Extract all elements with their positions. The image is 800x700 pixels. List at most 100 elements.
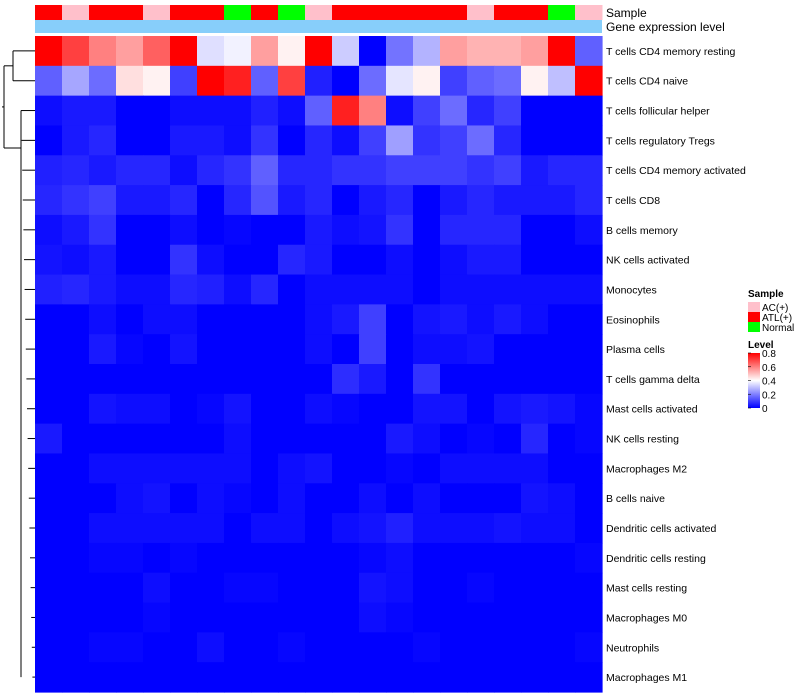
row-label: Mast cells resting [606,583,687,595]
heatmap-cell [359,65,387,97]
heatmap-cell [386,244,414,276]
heatmap-cell [224,423,252,455]
heatmap-cell [224,36,252,67]
heatmap-cell [467,65,495,97]
sample-annotation-cell [35,5,63,20]
heatmap-cell [224,513,252,544]
row-label: Eosinophils [606,314,660,326]
heatmap-cell [575,36,603,67]
heatmap-cell [440,662,468,693]
heatmap-cell [89,662,117,693]
legend: Sample AC(+)ATL(+)Normal Level 0.8 0.6 0.4… [748,289,794,415]
heatmap-cell [278,334,306,365]
heatmap-cell [548,95,576,127]
heatmap-cell [332,542,360,574]
heatmap-cell [467,214,495,246]
heatmap-cell [413,36,441,67]
heatmap-cell [251,36,279,67]
heatmap-cell [521,393,549,425]
heatmap-cell [359,483,387,514]
sample-annotation-cell [548,5,576,20]
heatmap-cell [62,95,90,127]
heatmap-cell [359,453,387,484]
row-label: Neutrophils [606,642,659,654]
heatmap-cell [305,125,333,156]
heatmap-cell [197,304,225,335]
gene-expression-annotation-bar [35,20,602,33]
heatmap-cell [278,364,306,395]
heatmap-cell [89,155,117,186]
heatmap-cell [197,244,225,276]
heatmap-cell [440,185,468,216]
heatmap-cell [197,125,225,156]
heatmap-cell [494,602,522,633]
heatmap-cell [305,65,333,97]
heatmap-cell [197,483,225,514]
heatmap-cell [332,185,360,216]
row-label: NK cells activated [606,255,690,267]
heatmap-cell [170,542,198,574]
row-label: Macrophages M2 [606,463,687,475]
heatmap-cell [521,453,549,484]
heatmap-cell [305,274,333,305]
heatmap-cell [197,602,225,633]
sample-annotation-cell [440,5,468,20]
heatmap-cell [143,334,171,365]
sample-annotation-label: Sample [606,6,647,20]
heatmap-cell [89,513,117,544]
heatmap-cell [521,214,549,246]
heatmap-cell [521,95,549,127]
heatmap-cell [170,95,198,127]
heatmap-cell [413,483,441,514]
heatmap-cell [35,423,63,455]
heatmap-cell [35,453,63,484]
heatmap-cell [116,185,144,216]
heatmap-cell [62,334,90,365]
heatmap-cell [116,453,144,484]
heatmap-cell [575,244,603,276]
heatmap-cell [359,334,387,365]
heatmap-cell [386,423,414,455]
level-tick-label: 0.8 [762,349,776,360]
heatmap-cell [575,364,603,395]
level-tick-label: 0.2 [762,390,776,401]
heatmap-cell [359,185,387,216]
heatmap-cell [494,36,522,67]
heatmap-cell [332,214,360,246]
heatmap-cell [278,244,306,276]
heatmap-cell [413,185,441,216]
heatmap-cell [413,632,441,663]
heatmap-cell [413,125,441,156]
heatmap-cell [35,274,63,305]
heatmap-cell [440,214,468,246]
heatmap-cell [548,662,576,693]
heatmap-cell [548,214,576,246]
heatmap-cell [413,393,441,425]
heatmap-cell [467,483,495,514]
heatmap-cell [278,36,306,67]
heatmap-cell [467,364,495,395]
row-label: T cells gamma delta [606,374,700,386]
heatmap-cell [332,244,360,276]
heatmap-cell [197,334,225,365]
heatmap-cell [440,244,468,276]
heatmap-cell [197,65,225,97]
heatmap-cell [386,65,414,97]
heatmap-cell [224,214,252,246]
heatmap-cell [521,155,549,186]
heatmap-cell [386,334,414,365]
level-legend-title: Level [748,340,774,351]
row-label: B cells naive [606,493,665,505]
heatmap-cell [548,155,576,186]
heatmap-cell [89,125,117,156]
heatmap-cell [143,214,171,246]
heatmap-cell [62,214,90,246]
heatmap-cell [359,36,387,67]
heatmap-cell [332,393,360,425]
heatmap-cell [224,185,252,216]
heatmap-cell [467,602,495,633]
row-label: NK cells resting [606,434,679,446]
heatmap-cell [251,155,279,186]
heatmap-cell [251,364,279,395]
heatmap-cell [332,125,360,156]
